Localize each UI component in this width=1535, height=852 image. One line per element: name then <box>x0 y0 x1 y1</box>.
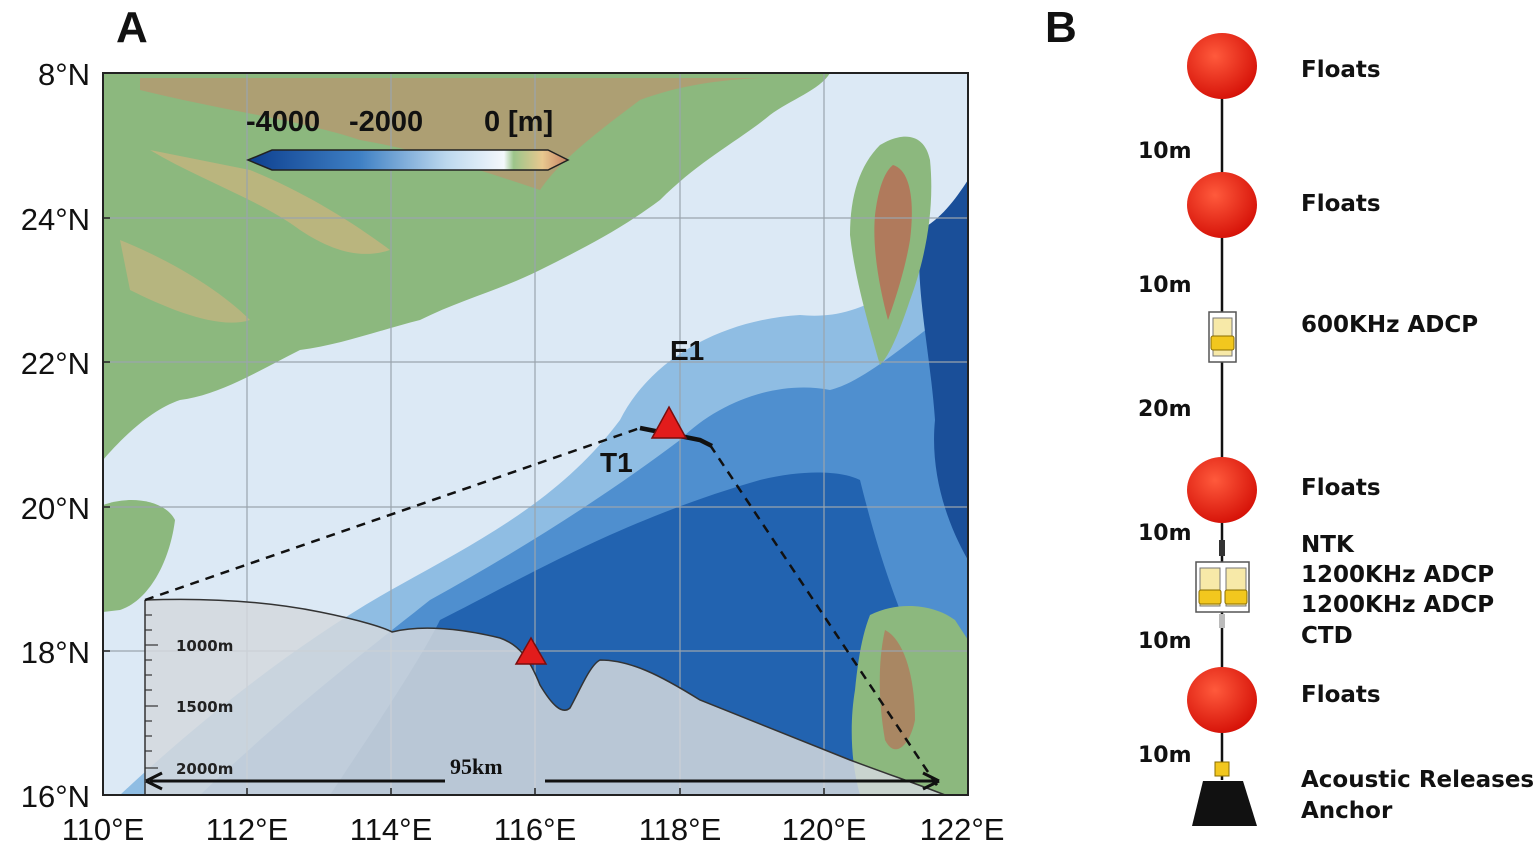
colorbar-tick-2000: -2000 <box>349 106 423 138</box>
colorbar: -4000 -2000 0 [m] <box>246 106 570 171</box>
label-floats-1: Floats <box>1301 57 1381 83</box>
adcp-600khz <box>1208 311 1237 363</box>
mooring-diagram: 10m 10m 20m 10m 10m 10m Floats Floats 60… <box>1138 33 1534 826</box>
lat-label-top: 8°N <box>38 57 90 92</box>
inset-depth-1500: 1500m <box>176 698 233 716</box>
label-adcp-600: 600KHz ADCP <box>1301 312 1478 338</box>
panel-label-a: A <box>116 3 148 52</box>
lon-label-118e: 118°E <box>639 812 722 847</box>
segment-length-5: 10m <box>1138 629 1192 654</box>
lat-label-22n: 22°N <box>21 346 90 381</box>
acoustic-release <box>1214 761 1230 777</box>
float-2 <box>1187 172 1257 238</box>
site-label-e1: E1 <box>670 335 704 366</box>
label-floats-4: Floats <box>1301 682 1381 708</box>
label-ntk: NTK <box>1301 532 1355 558</box>
lon-label-110e: 110°E <box>62 812 145 847</box>
colorbar-tick-4000: -4000 <box>246 106 320 138</box>
lon-label-120e: 120°E <box>782 812 867 847</box>
segment-length-1: 10m <box>1138 139 1192 164</box>
site-label-t1: T1 <box>600 447 633 478</box>
inset-depth-2000: 2000m <box>176 760 233 778</box>
lat-label-20n: 20°N <box>21 491 90 526</box>
colorbar-tick-0: 0 <box>484 106 500 138</box>
adcp-1200khz-pair <box>1195 561 1250 613</box>
label-floats-3: Floats <box>1301 475 1381 501</box>
lat-label-24n: 24°N <box>21 202 90 237</box>
label-adcp-1200-a: 1200KHz ADCP <box>1301 562 1494 588</box>
connector-line-right <box>708 444 942 791</box>
label-acoustic-releases: Acoustic Releases <box>1301 767 1534 793</box>
anchor <box>1192 781 1257 826</box>
float-4 <box>1187 667 1257 733</box>
lon-label-114e: 114°E <box>350 812 433 847</box>
label-ctd: CTD <box>1301 623 1353 649</box>
colorbar-unit: [m] <box>508 106 553 138</box>
float-3 <box>1187 457 1257 523</box>
inset-depth-1000: 1000m <box>176 637 233 655</box>
label-adcp-1200-b: 1200KHz ADCP <box>1301 592 1494 618</box>
map-area: 1000m 1500m 2000m 95km E1 T1 -4000 -2000… <box>103 73 968 795</box>
label-floats-2: Floats <box>1301 191 1381 217</box>
segment-length-3: 20m <box>1138 397 1192 422</box>
segment-length-4: 10m <box>1138 521 1192 546</box>
inset-site-marker <box>514 636 548 665</box>
lon-label-116e: 116°E <box>494 812 577 847</box>
site-marker <box>650 405 688 439</box>
lat-label-18n: 18°N <box>21 635 90 670</box>
float-1 <box>1187 33 1257 99</box>
panel-label-b: B <box>1045 3 1077 52</box>
lon-label-112e: 112°E <box>206 812 289 847</box>
label-anchor: Anchor <box>1301 798 1393 824</box>
inset-distance-label: 95km <box>450 754 503 779</box>
ntk-sensor <box>1219 540 1225 556</box>
connector-line-left <box>144 426 641 602</box>
segment-length-2: 10m <box>1138 273 1192 298</box>
segment-length-6: 10m <box>1138 743 1192 768</box>
lon-label-122e: 122°E <box>920 812 1005 847</box>
lat-label-16n: 16°N <box>21 779 90 814</box>
ctd-sensor <box>1219 614 1225 628</box>
section-inset: 1000m 1500m 2000m 95km <box>144 598 946 795</box>
